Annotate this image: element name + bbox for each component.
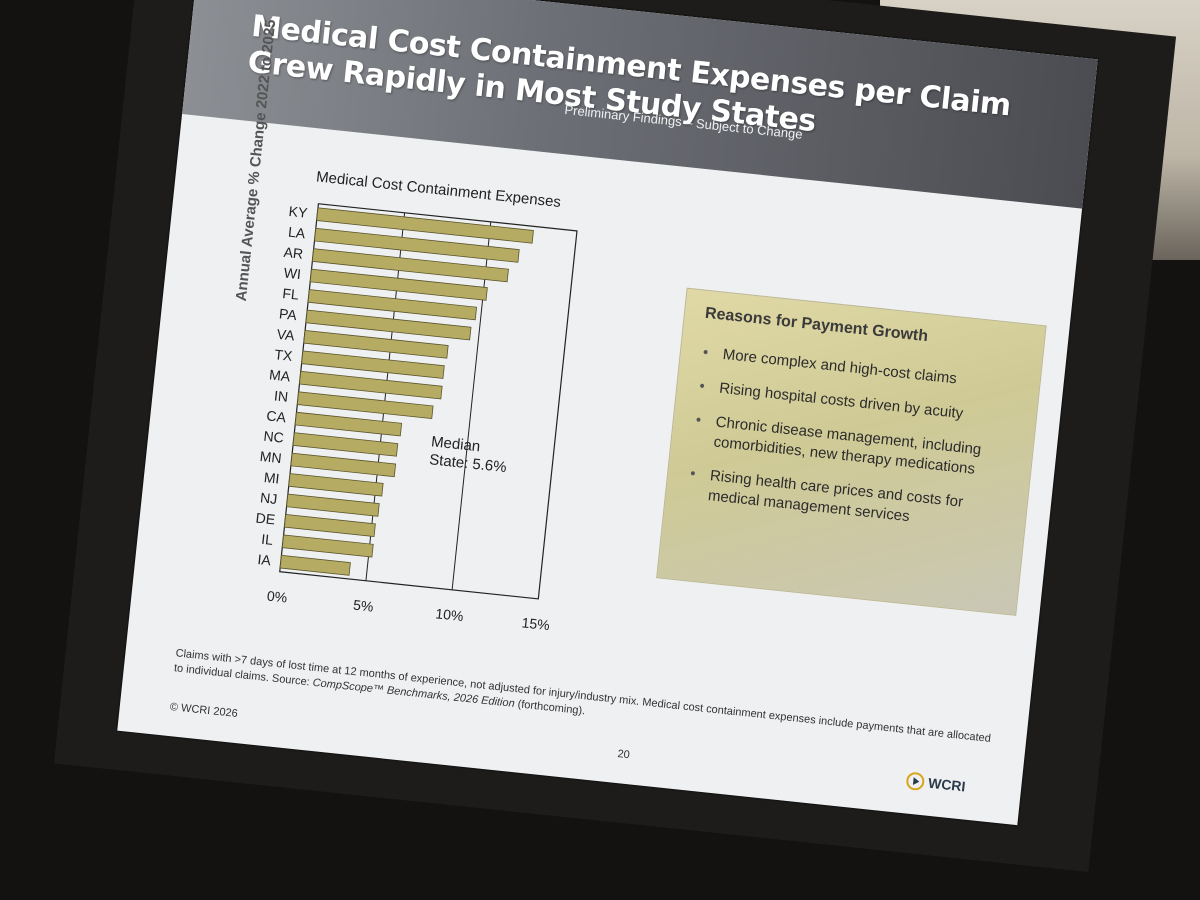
plot-frame <box>279 203 578 600</box>
bar <box>281 534 374 558</box>
bar <box>296 391 434 420</box>
bar-chart: 0% 5% 10% 15% KY LA AR WI FL PA VA TX MA IN CA NC MN MI NJ… <box>255 203 578 633</box>
page-number: 20 <box>616 748 631 762</box>
bar <box>314 227 520 263</box>
bar <box>283 514 376 538</box>
wcri-logo: WCRI <box>905 771 966 795</box>
median-value-label: State: 5.6% <box>428 451 507 476</box>
bar <box>294 411 403 437</box>
bullet-icon: • <box>702 343 710 362</box>
y-tick-label: IN <box>273 387 289 404</box>
y-tick-label: CA <box>266 407 288 425</box>
reasons-list: • More complex and high-cost claims • Risi… <box>684 343 1031 553</box>
y-tick-label: IA <box>257 551 272 568</box>
bar <box>309 268 488 301</box>
y-tick-label: WI <box>283 264 302 282</box>
y-tick-label: MN <box>259 448 282 466</box>
y-tick-label: NJ <box>259 489 278 507</box>
y-tick-label: AR <box>283 244 304 262</box>
y-tick-label: NC <box>263 428 285 446</box>
bar <box>279 554 351 576</box>
y-tick-label: VA <box>276 326 296 344</box>
slide: Medical Cost Containment Expenses per Cl… <box>117 0 1098 826</box>
gridline <box>365 212 406 581</box>
bar <box>286 493 380 517</box>
x-tick-label: 15% <box>521 614 551 633</box>
bullet-icon: • <box>698 377 706 396</box>
x-tick-label: 5% <box>352 597 374 615</box>
y-tick-label: TX <box>274 346 294 364</box>
gridline <box>451 221 492 590</box>
bar <box>301 350 445 379</box>
x-tick-label: 10% <box>435 605 465 624</box>
bar <box>290 452 397 478</box>
x-tick-label: 0% <box>266 588 288 606</box>
y-tick-label: PA <box>278 305 298 323</box>
bar <box>316 207 534 244</box>
copyright: © WCRI 2026 <box>169 701 239 721</box>
y-tick-label: MA <box>268 366 291 384</box>
y-tick-label: DE <box>255 510 276 528</box>
y-tick-label: MI <box>263 469 280 487</box>
reasons-box: Reasons for Payment Growth • More complex… <box>656 287 1047 616</box>
bar <box>307 289 478 321</box>
bar <box>288 473 384 497</box>
y-tick-label: KY <box>288 203 309 221</box>
bar <box>292 432 399 457</box>
bar <box>305 309 472 341</box>
bullet-icon: • <box>694 411 703 429</box>
y-tick-label: FL <box>282 285 300 303</box>
reasons-title: Reasons for Payment Growth <box>704 304 929 346</box>
bar <box>299 370 443 400</box>
y-tick-label: IL <box>261 531 274 548</box>
median-label: Median <box>430 433 481 455</box>
bar <box>303 330 449 359</box>
footnote: Claims with >7 days of lost time at 12 m… <box>173 647 992 745</box>
bullet-icon: • <box>689 465 697 483</box>
play-circle-icon <box>906 772 925 791</box>
y-tick-label: LA <box>287 224 306 242</box>
bar <box>311 248 509 283</box>
